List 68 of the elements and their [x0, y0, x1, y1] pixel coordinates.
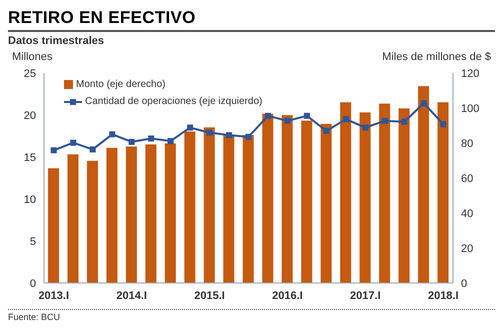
y-tick-label: 5 [30, 236, 36, 248]
bar [418, 86, 430, 283]
y2-tick-label: 40 [461, 208, 474, 220]
y-axis-title: Millones [12, 51, 52, 63]
bar [282, 115, 293, 283]
point [304, 112, 310, 119]
bar [106, 148, 118, 283]
point [246, 134, 252, 140]
y-tick-label: 15 [24, 152, 36, 164]
point [401, 118, 408, 125]
y2-tick-label: 100 [461, 102, 480, 115]
bar [184, 131, 196, 283]
point [264, 112, 271, 119]
x-tick-label: 2014.I [116, 290, 147, 302]
point [50, 147, 57, 154]
legend-label: Monto (eje derecho) [76, 79, 166, 90]
bar [86, 160, 98, 283]
bar [145, 144, 156, 283]
bar [262, 114, 274, 283]
point [382, 118, 388, 124]
bar [360, 112, 371, 283]
bar [48, 168, 59, 283]
bar [67, 154, 78, 283]
y2-tick-label: 80 [461, 138, 474, 150]
bar [223, 134, 234, 283]
x-tick-label: 2017.I [350, 290, 381, 302]
y-tick-label: 10 [24, 194, 36, 206]
bar [204, 127, 215, 283]
y2-tick-label: 0 [461, 278, 468, 290]
point [284, 118, 290, 124]
y2-tick-label: 120 [461, 68, 480, 80]
x-tick-label: 2015.I [194, 290, 225, 302]
y-tick-label: 0 [30, 278, 36, 290]
chart-subtitle: Datos trimestrales [8, 35, 105, 47]
legend-label: Cantidad de operaciones (eje izquierdo) [85, 96, 262, 107]
y2-tick-label: 20 [461, 242, 474, 255]
point [187, 124, 194, 131]
x-tick-label: 2016.I [272, 290, 303, 302]
bar [438, 102, 449, 283]
x-tick-label: 2013.I [38, 290, 70, 302]
source-note: Fuente: BCU [8, 312, 60, 322]
point [206, 130, 213, 136]
point [420, 100, 427, 106]
point [128, 138, 135, 145]
point [70, 140, 76, 146]
bar [301, 120, 312, 283]
bar [340, 102, 352, 283]
chart-title: RETIRO EN EFECTIVO [8, 8, 495, 32]
bar [242, 134, 254, 283]
point [342, 116, 349, 122]
point [362, 124, 368, 131]
point [109, 131, 116, 138]
point [148, 136, 154, 142]
y-tick-label: 25 [24, 68, 36, 80]
bar [320, 124, 332, 283]
point [440, 121, 446, 128]
bar [379, 104, 390, 283]
bar [398, 108, 410, 283]
y-tick-label: 20 [24, 110, 36, 122]
bar [126, 146, 137, 283]
point [226, 132, 232, 138]
point [168, 138, 174, 144]
x-tick-label: 2018.I [428, 290, 459, 302]
y2-axis-title: Miles de millones de $ [382, 51, 491, 63]
point [323, 128, 330, 134]
y2-tick-label: 60 [461, 172, 474, 185]
point [90, 146, 96, 152]
bar [164, 143, 176, 283]
